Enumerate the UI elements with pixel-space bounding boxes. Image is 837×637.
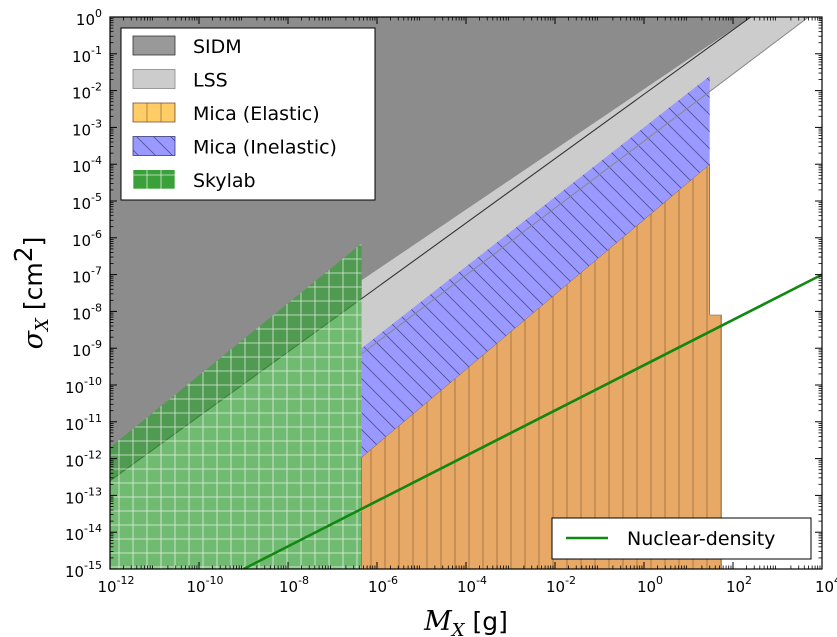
- y-tick-label: 10-3: [72, 117, 102, 139]
- legend-swatch-sidm: [132, 35, 176, 56]
- curves: [242, 273, 822, 569]
- y-tick-label: 10-8: [72, 301, 102, 323]
- x-tick-label: 10-4: [457, 574, 487, 596]
- x-tick-label: 10-6: [368, 574, 398, 596]
- legend-swatch-inelastic: [133, 136, 175, 156]
- y-tick-label: 10-15: [65, 559, 102, 581]
- nuclear-density-line: [242, 273, 822, 569]
- x-tick-label: 100: [637, 574, 663, 596]
- y-tick-label: 10-4: [72, 154, 102, 176]
- legend-upper-left: SIDM LSS Mica (Elastic) Mica (Inelastic) Sky…: [120, 27, 376, 201]
- x-axis-ticks: 10-12 10-10 10-8 10-6 10-4 10-2 100 102 104: [97, 17, 837, 596]
- y-tick-label: 10-12: [65, 449, 102, 471]
- x-tick-label: 102: [726, 574, 752, 596]
- y-tick-label: 10-10: [65, 375, 102, 397]
- lss-boundary-line: [361, 17, 809, 355]
- mica-inelastic-hatch: [361, 76, 710, 458]
- legend-label: Skylab: [193, 170, 256, 192]
- legend-lower-right: Nuclear-density: [551, 517, 812, 560]
- y-tick-label: 10-2: [72, 81, 102, 103]
- x-axis-label: MX [g]: [423, 606, 508, 637]
- y-tick-label: 10-5: [72, 191, 102, 213]
- skylab-hatch: [110, 243, 362, 569]
- legend-swatch-elastic: [133, 103, 175, 122]
- y-tick-label: 10-13: [65, 485, 102, 507]
- legend-label: Nuclear-density: [627, 528, 775, 550]
- x-tick-label: 10-8: [279, 574, 309, 596]
- legend-label: LSS: [193, 70, 228, 92]
- y-tick-label: 100: [76, 7, 102, 29]
- x-tick-label: 10-12: [97, 574, 134, 596]
- legend-label: Mica (Inelastic): [193, 137, 337, 159]
- y-axis-ticks: 10-15 10-14 10-13 10-12 10-11 10-10 10-9 10-8 10…: [65, 7, 822, 581]
- y-tick-label: 10-9: [72, 338, 102, 360]
- y-tick-label: 10-7: [72, 265, 102, 287]
- legend-swatch-lss: [132, 69, 176, 89]
- legend-label: SIDM: [193, 36, 242, 58]
- legend-swatch-skylab: [133, 170, 175, 189]
- legend-label: Mica (Elastic): [193, 103, 320, 125]
- x-tick-label: 10-2: [546, 574, 576, 596]
- x-tick-label: 10-10: [186, 574, 223, 596]
- y-tick-label: 10-6: [72, 228, 102, 250]
- y-tick-label: 10-1: [72, 44, 102, 66]
- y-tick-label: 10-11: [65, 412, 102, 434]
- y-axis-label: σX [cm2]: [9, 237, 53, 350]
- y-tick-label: 10-14: [65, 522, 102, 544]
- x-tick-label: 104: [815, 574, 837, 596]
